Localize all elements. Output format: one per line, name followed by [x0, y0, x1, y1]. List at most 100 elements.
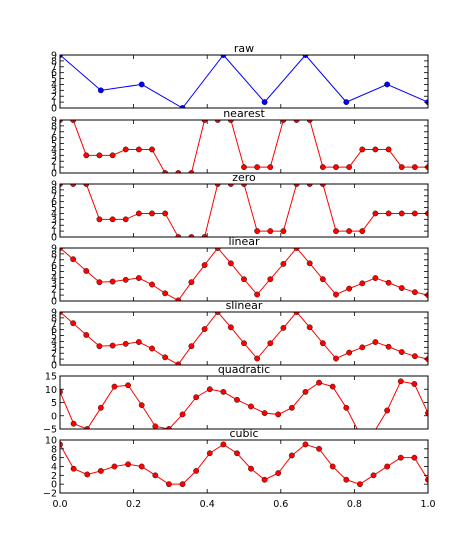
series-line — [60, 248, 428, 301]
data-point — [333, 355, 339, 362]
data-point — [152, 423, 159, 429]
y-tick-label: 3 — [51, 215, 57, 226]
data-point — [97, 468, 104, 474]
data-point — [411, 353, 418, 360]
y-tick-label: 6 — [51, 68, 57, 79]
data-point — [359, 344, 366, 351]
y-tick-label: 8 — [51, 249, 57, 260]
data-point — [359, 280, 366, 287]
data-point — [70, 320, 77, 327]
data-point — [135, 210, 142, 217]
y-tick-label: 7 — [51, 127, 57, 138]
y-tick-label: 7 — [51, 191, 57, 202]
data-point — [316, 379, 322, 386]
y-tick-label: 2 — [51, 221, 57, 232]
y-tick-label: 10 — [45, 436, 57, 447]
y-tick-label: 15 — [45, 372, 57, 383]
data-point — [188, 170, 195, 173]
y-tick-label: 7 — [51, 62, 57, 73]
subplot-title: nearest — [223, 107, 265, 120]
data-point — [201, 326, 208, 332]
y-tick-label: 6 — [51, 453, 57, 464]
x-tick-label: 0.8 — [347, 499, 362, 510]
y-tick-label: 5 — [51, 267, 57, 278]
y-tick-label: 0 — [51, 104, 57, 115]
data-point — [343, 99, 350, 106]
data-point — [227, 324, 234, 331]
y-tick-label: 5 — [51, 203, 57, 214]
data-point — [96, 279, 103, 286]
y-tick-label: 5 — [51, 74, 57, 85]
data-point — [122, 216, 129, 223]
data-point — [384, 407, 391, 414]
data-point — [267, 276, 274, 283]
data-point — [346, 164, 353, 171]
y-tick-label: 2 — [51, 92, 57, 103]
data-point — [280, 260, 287, 267]
data-point — [96, 343, 103, 350]
y-tick-label: 4 — [51, 80, 57, 91]
data-point — [398, 285, 405, 291]
data-point — [84, 471, 91, 478]
axes-frame — [59, 311, 429, 366]
subplot-title: cubic — [229, 427, 258, 440]
data-point — [138, 463, 145, 470]
data-point — [166, 481, 172, 488]
y-tick-label: 1 — [51, 227, 57, 238]
data-point — [357, 481, 363, 488]
data-point — [370, 472, 377, 479]
data-point — [149, 210, 155, 217]
axes-frame — [59, 183, 429, 238]
data-point — [275, 470, 282, 477]
y-tick-label: 4 — [51, 337, 57, 348]
data-point — [188, 234, 195, 237]
data-point — [316, 445, 322, 452]
data-point — [371, 430, 376, 435]
data-point — [70, 465, 77, 472]
data-point — [411, 289, 418, 296]
series-group — [60, 248, 428, 301]
y-tick-label: 6 — [51, 133, 57, 144]
data-point — [214, 312, 221, 315]
data-point — [96, 152, 103, 159]
data-point — [372, 339, 379, 345]
axes-frame — [59, 247, 429, 302]
data-point — [162, 354, 169, 361]
data-point — [319, 164, 326, 171]
data-point — [384, 463, 391, 470]
data-point — [329, 463, 336, 470]
data-point — [398, 349, 405, 355]
y-tick-label: 8 — [51, 56, 57, 67]
subplot-title: raw — [234, 42, 254, 55]
data-point — [179, 481, 186, 488]
data-point — [175, 170, 182, 173]
data-point — [220, 388, 227, 395]
y-tick-label: 6 — [51, 261, 57, 272]
y-tick-label: 2 — [51, 157, 57, 168]
data-point — [135, 339, 142, 345]
subplot-title: slinear — [226, 299, 263, 312]
data-point — [385, 210, 392, 217]
y-tick-label: 1 — [51, 98, 57, 109]
y-tick-label: 7 — [51, 319, 57, 330]
data-point — [179, 105, 186, 108]
data-point — [267, 228, 274, 235]
data-point — [70, 256, 77, 263]
y-tick-label: 3 — [51, 86, 57, 97]
series-line — [60, 380, 428, 429]
y-tick-label: 9 — [51, 180, 57, 191]
data-point — [220, 441, 227, 448]
data-point — [193, 394, 200, 401]
data-point — [385, 343, 392, 350]
y-tick-label: 2 — [51, 471, 57, 482]
data-point — [241, 340, 247, 347]
axes-frame — [59, 54, 429, 109]
data-point — [60, 389, 63, 395]
series-group — [60, 441, 428, 488]
data-point — [125, 382, 131, 389]
data-point — [241, 276, 247, 283]
